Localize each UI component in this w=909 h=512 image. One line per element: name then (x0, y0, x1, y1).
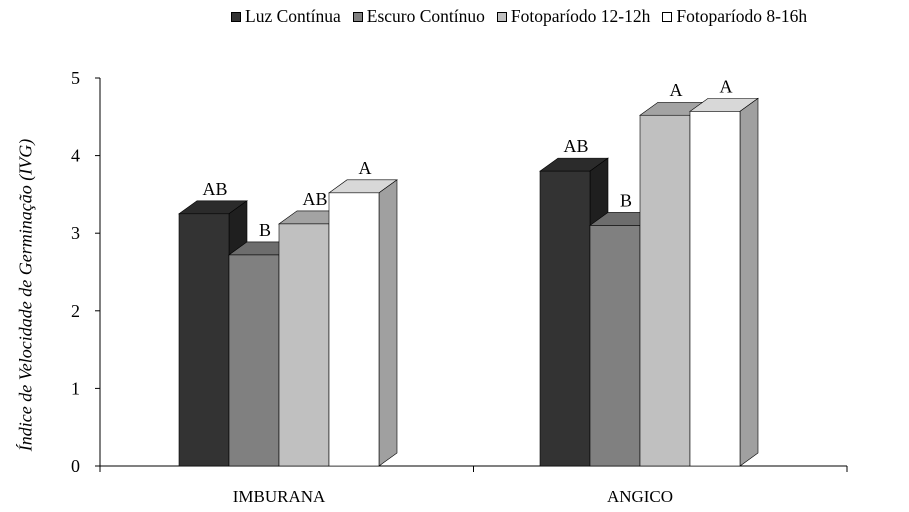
legend-label: Escuro Contínuo (366, 6, 485, 26)
legend-item: Fotoparíodo 12-12h (496, 6, 651, 27)
bar (689, 111, 741, 467)
x-tick-label: ANGICO (607, 487, 673, 506)
legend-label: Luz Contínua (245, 6, 341, 26)
legend-swatch (662, 11, 673, 22)
bar (328, 192, 380, 467)
legend-item: Fotoparíodo 8-16h (662, 6, 807, 27)
legend-swatch (231, 11, 241, 22)
legend-label: Fotoparíodo 12-12h (510, 6, 651, 26)
y-tick-label: 3 (71, 223, 80, 243)
data-label: B (259, 220, 271, 240)
bar (178, 213, 230, 467)
y-tick-label: 2 (71, 301, 80, 321)
bar (278, 223, 330, 467)
bar (539, 170, 591, 467)
y-tick-label: 1 (71, 378, 80, 398)
y-tick-label: 4 (71, 146, 80, 166)
bar-side-face (378, 179, 398, 467)
legend-swatch (496, 11, 507, 22)
legend-label: Fotoparíodo 8-16h (676, 6, 808, 26)
y-tick-label: 0 (71, 456, 80, 476)
data-label: A (359, 158, 372, 178)
x-tick-label: IMBURANA (233, 487, 326, 506)
bar-side-face (739, 97, 759, 467)
bar (228, 254, 280, 467)
legend-item: Luz Contínua (231, 6, 341, 27)
legend-swatch (352, 11, 363, 22)
data-label: A (720, 76, 733, 96)
data-label: AB (202, 179, 227, 199)
data-label: B (620, 190, 632, 210)
data-label: AB (563, 136, 588, 156)
data-label: A (670, 80, 683, 100)
legend-item: Escuro Contínuo (352, 6, 485, 27)
data-label: AB (302, 189, 327, 209)
y-tick-label: 5 (71, 68, 80, 88)
bar (589, 225, 641, 467)
bar (639, 114, 691, 467)
legend: Luz Contínua Escuro Contínuo Fotoparíodo 1… (231, 6, 819, 27)
